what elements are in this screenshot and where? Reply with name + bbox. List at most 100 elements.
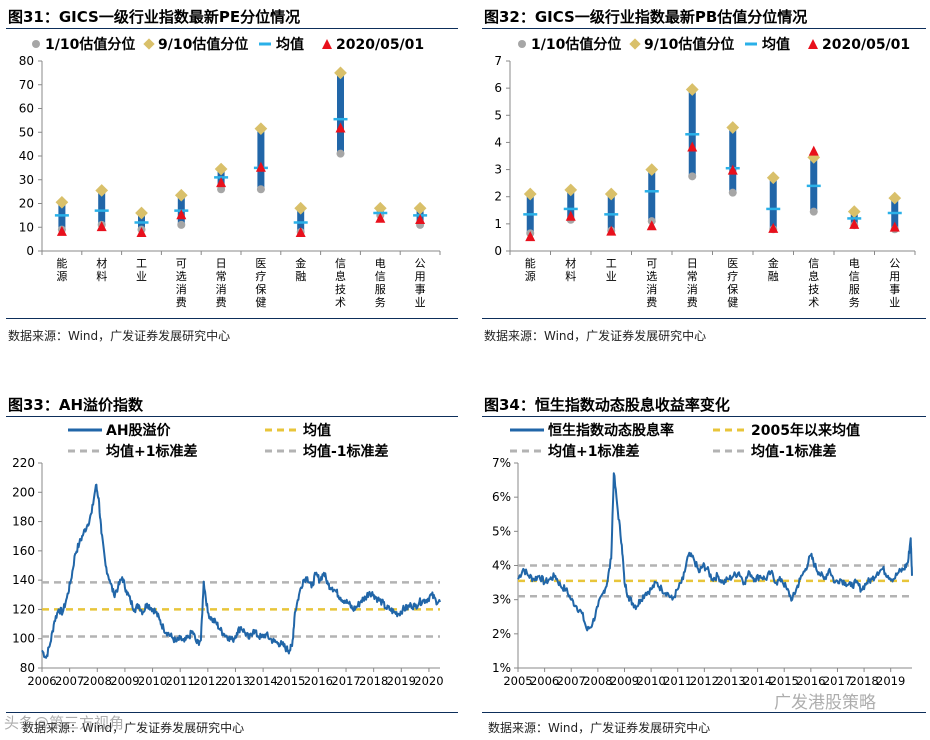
legend-marker-p10 — [518, 40, 526, 48]
range-bar — [567, 189, 575, 220]
x-tick-label-char: 健 — [255, 296, 266, 309]
x-tick-label: 2013 — [716, 674, 745, 688]
legend-label-lower: 均值-1标准差 — [303, 443, 389, 460]
y-tick-label: 100 — [12, 632, 35, 646]
x-tick-label-char: 能 — [56, 256, 67, 270]
x-tick-label-char: 电 — [849, 257, 860, 270]
x-tick-label-char: 技 — [335, 283, 346, 296]
legend-marker-p90 — [143, 38, 155, 50]
latest-point — [415, 213, 426, 224]
y-tick-label: 0 — [26, 244, 34, 258]
title-divider — [6, 416, 458, 417]
x-tick-label: 2018 — [359, 674, 388, 688]
p10-point — [688, 172, 697, 181]
x-tick-label-char: 信 — [335, 257, 346, 270]
latest-point — [606, 225, 617, 236]
x-tick-label-char: 技 — [808, 283, 819, 296]
y-tick-label: 30 — [19, 173, 34, 187]
x-tick-label: 2013 — [221, 674, 250, 688]
data-source: 数据来源：Wind，广发证券发展研究中心 — [8, 329, 231, 343]
p10-point — [809, 207, 818, 216]
legend-marker-p90 — [629, 38, 641, 50]
x-tick-label: 2009 — [610, 674, 639, 688]
x-tick-label-char: 日 — [216, 257, 227, 270]
legend-label-p90: 9/10估值分位 — [158, 36, 248, 53]
latest-point — [255, 161, 266, 172]
x-tick-label-char: 费 — [216, 296, 227, 309]
p10-point — [728, 188, 737, 197]
y-tick-label: 2 — [494, 190, 502, 204]
x-tick-label-char: 金 — [295, 256, 306, 270]
x-tick-label: 2009 — [110, 674, 139, 688]
x-tick-label-char: 源 — [525, 269, 536, 283]
x-tick-label-char: 医 — [727, 257, 738, 270]
latest-point — [687, 141, 698, 152]
x-tick-label: 2008 — [83, 674, 112, 688]
range-chart — [506, 38, 916, 255]
y-tick-label: 5 — [494, 108, 502, 122]
range-bar — [297, 208, 305, 232]
p90-point — [726, 121, 740, 134]
x-tick-label-char: 费 — [646, 296, 657, 309]
p90-point — [135, 206, 148, 220]
x-tick-label-char: 服 — [849, 283, 860, 296]
range-bar — [337, 72, 344, 154]
latest-point — [849, 218, 860, 229]
x-tick-label-char: 消 — [216, 282, 227, 296]
x-tick-label-char: 信 — [375, 270, 386, 283]
y-tick-label: 1 — [494, 217, 502, 231]
y-tick-label: 80 — [19, 54, 34, 68]
x-tick-label-char: 融 — [768, 270, 779, 283]
y-tick-label: 200 — [12, 485, 35, 499]
y-tick-label: 4% — [492, 559, 511, 573]
legend-label-p90: 9/10估值分位 — [644, 36, 734, 53]
title-divider — [6, 28, 458, 29]
latest-point — [525, 231, 536, 242]
x-tick-label-char: 术 — [808, 296, 819, 309]
y-tick-label: 0 — [494, 244, 502, 258]
source-divider — [6, 318, 458, 319]
legend-label-mean: 均值 — [276, 36, 304, 53]
y-tick-label: 20 — [19, 197, 34, 211]
range-bar — [810, 157, 818, 212]
x-tick-label-char: 能 — [525, 256, 536, 270]
x-tick-label: 2017 — [331, 674, 360, 688]
x-tick-label-char: 事 — [415, 283, 426, 296]
legend-label-latest: 2020/05/01 — [822, 37, 910, 53]
latest-point — [335, 122, 346, 133]
p90-point — [847, 205, 861, 219]
chart-title: 图31：GICS一级行业指数最新PE分位情况 — [8, 8, 301, 26]
p90-point — [294, 201, 308, 215]
latest-point — [295, 227, 306, 237]
legend-label-mean: 2005年以来均值 — [751, 422, 860, 439]
latest-point — [216, 177, 227, 188]
x-tick-label-char: 信 — [849, 270, 860, 283]
p90-point — [564, 183, 578, 197]
x-tick-label-char: 融 — [295, 270, 306, 283]
x-tick-label-char: 选 — [646, 270, 657, 283]
legend-label-p10: 1/10估值分位 — [531, 36, 621, 53]
line-chart — [38, 428, 441, 672]
y-tick-label: 140 — [12, 573, 35, 587]
x-tick-label-char: 疗 — [727, 269, 738, 283]
p90-point — [55, 195, 69, 209]
legend-label-series: 恒生指数动态股息率 — [548, 422, 674, 439]
x-tick-label-char: 料 — [565, 269, 576, 283]
p90-point — [888, 191, 902, 205]
y-tick-label: 2% — [492, 627, 511, 641]
range-bar — [688, 89, 696, 177]
x-tick-label-char: 金 — [768, 256, 779, 270]
y-tick-label: 160 — [12, 544, 35, 558]
source-divider — [482, 712, 926, 713]
p10-point — [256, 185, 265, 194]
x-tick-label-char: 消 — [646, 282, 657, 296]
y-tick-label: 7 — [494, 54, 502, 68]
x-tick-label: 2011 — [166, 674, 195, 688]
watermark-left: 头条@第三方视角 — [4, 714, 125, 732]
watermark-right: 广发港股策略 — [774, 693, 876, 713]
source-divider — [482, 318, 926, 319]
x-tick-label-char: 业 — [889, 296, 900, 309]
x-tick-label-char: 日 — [687, 257, 698, 270]
latest-point — [808, 145, 819, 156]
x-tick-label-char: 材 — [96, 256, 107, 270]
